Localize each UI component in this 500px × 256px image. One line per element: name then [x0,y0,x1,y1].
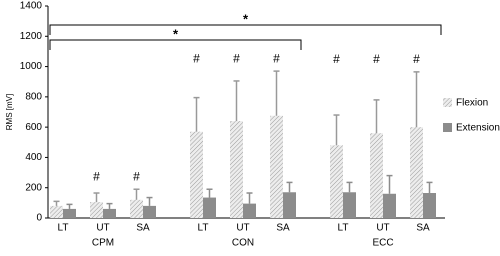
bar [63,208,76,218]
y-tick-label: 800 [25,91,42,102]
legend-swatch [443,123,452,132]
bar [130,199,143,218]
x-tick-label: LT [58,223,69,234]
bar [243,203,256,218]
x-tick-label: SA [136,223,150,234]
bar [203,197,216,218]
y-tick-label: 400 [25,152,42,163]
significance-marker: # [333,52,340,66]
x-tick-label: LT [198,223,209,234]
x-tick-label: SA [416,223,430,234]
comparison-label: * [173,26,179,41]
x-tick-label: SA [276,223,290,234]
group-label: CON [232,238,254,249]
comparison-bracket [49,39,302,50]
significance-marker: # [413,52,420,66]
x-tick-label: UT [376,223,389,234]
x-tick-label: LT [338,223,349,234]
y-tick-label: 200 [25,182,42,193]
comparison-bracket [49,24,442,35]
bar [190,131,203,218]
significance-marker: # [133,169,140,183]
bar [103,208,116,218]
bar [90,202,103,218]
comparison-label: * [243,11,249,26]
bar [410,127,423,218]
bar [50,205,63,218]
legend-label: Flexion [456,98,488,109]
y-axis-label: RMS [mV] [5,94,14,130]
legend-swatch [443,98,452,107]
bar [383,193,396,218]
group-label: ECC [372,238,393,249]
y-tick-label: 1400 [20,1,43,12]
bar [283,192,296,218]
significance-marker: # [273,51,280,65]
significance-marker: # [233,51,240,65]
bar [370,133,383,218]
bar [143,205,156,218]
bar [330,145,343,218]
y-tick-label: 0 [36,213,42,224]
significance-marker: # [93,169,100,183]
group-label: CPM [92,238,114,249]
x-tick-label: UT [96,223,109,234]
y-tick-label: 1000 [20,61,43,72]
bar [270,115,283,218]
y-tick-label: 600 [25,122,42,133]
legend-label: Extension [456,123,500,134]
bar [343,192,356,218]
y-tick-label: 1200 [20,31,43,42]
significance-marker: # [193,51,200,65]
significance-marker: # [373,52,380,66]
bar [423,193,436,218]
bar [230,121,243,218]
x-tick-label: UT [236,223,249,234]
